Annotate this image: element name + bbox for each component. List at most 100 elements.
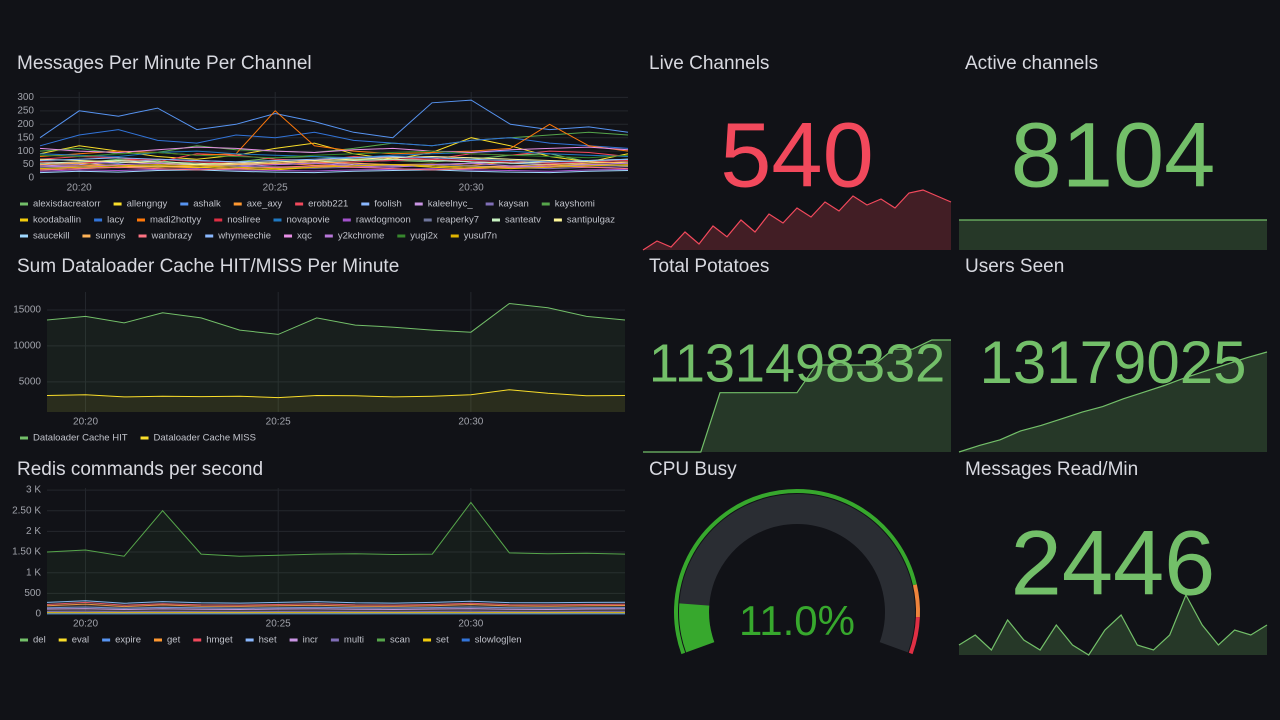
panel-title: Redis commands per second	[17, 459, 263, 480]
series-line	[39, 129, 629, 149]
y-tick-label: 10000	[13, 341, 41, 352]
legend-label: madi2hottyy	[150, 215, 201, 226]
y-tick-label: 15000	[13, 305, 41, 316]
series-area	[47, 303, 625, 412]
legend-label: rawdogmoon	[356, 215, 411, 226]
panel-title: Sum Dataloader Cache HIT/MISS Per Minute	[17, 256, 399, 277]
y-tick-label: 3 K	[26, 485, 41, 496]
x-tick-label: 20:30	[458, 417, 483, 428]
series-line	[39, 155, 629, 163]
panel-title: Messages Per Minute Per Channel	[17, 53, 312, 74]
stat-value: 2446	[1011, 512, 1216, 614]
gauge-threshold	[674, 489, 917, 655]
y-tick-label: 100	[17, 146, 34, 157]
series-line	[39, 150, 629, 159]
series-line	[46, 606, 626, 609]
legend-label: kaysan	[499, 199, 529, 210]
legend-label: allengngy	[127, 199, 168, 210]
y-tick-label: 2 K	[26, 526, 41, 537]
series-area	[47, 502, 625, 614]
legend-label: kayshomi	[555, 199, 595, 210]
series-line	[39, 161, 629, 168]
legend-label: yusuf7n	[464, 231, 497, 242]
series-line	[46, 302, 626, 335]
legend-label: scan	[390, 635, 410, 646]
series-area	[47, 600, 625, 614]
legend-label: ashalk	[193, 199, 221, 210]
legend-label: multi	[344, 635, 364, 646]
legend-label: xqc	[297, 231, 312, 242]
series-line	[39, 110, 629, 157]
y-tick-label: 0	[35, 609, 41, 620]
y-tick-label: 300	[17, 92, 34, 103]
sparkline-area	[643, 340, 951, 452]
y-tick-label: 0	[28, 173, 34, 184]
x-tick-label: 20:20	[73, 619, 98, 630]
legend-label: koodaballin	[33, 215, 81, 226]
legend-label: expire	[115, 635, 141, 646]
stat-value: 1131498332	[649, 333, 945, 393]
x-tick-label: 20:30	[459, 183, 484, 194]
x-tick-label: 20:25	[266, 417, 291, 428]
panel-title: Total Potatoes	[649, 256, 769, 277]
legend-label: Dataloader Cache HIT	[33, 433, 128, 444]
legend-label: santeatv	[505, 215, 541, 226]
panel-title: Live Channels	[649, 53, 769, 74]
y-tick-label: 250	[17, 105, 34, 116]
legend-label: alexisdacreatorr	[33, 199, 101, 210]
series-line	[39, 168, 629, 172]
series-line	[39, 150, 629, 159]
legend-label: whymeechie	[217, 231, 271, 242]
y-tick-label: 1 K	[26, 567, 41, 578]
legend-label: novapovie	[287, 215, 330, 226]
x-tick-label: 20:25	[266, 619, 291, 630]
series-line	[46, 603, 626, 608]
stat-value: 540	[720, 104, 874, 206]
sparkline	[958, 351, 1268, 453]
gauge-threshold	[908, 616, 920, 655]
stat-value: 13179025	[980, 329, 1247, 396]
gauge-value-label: 11.0%	[739, 597, 855, 644]
legend-label: santipulgaz	[567, 215, 615, 226]
legend-label: kaleelnyc_	[428, 199, 474, 210]
series-line	[39, 99, 629, 139]
sparkline	[642, 189, 952, 251]
gauge-threshold	[912, 584, 920, 618]
x-tick-label: 20:20	[73, 417, 98, 428]
series-line	[39, 162, 629, 168]
legend-label: yugi2x	[410, 231, 438, 242]
panel-title: Active channels	[965, 53, 1098, 74]
y-tick-label: 1.50 K	[12, 547, 41, 558]
legend-label: y2kchrome	[338, 231, 384, 242]
legend-label: lacy	[107, 215, 124, 226]
legend-label: Dataloader Cache MISS	[154, 433, 256, 444]
legend-label: del	[33, 635, 46, 646]
series-area	[47, 389, 625, 412]
y-tick-label: 200	[17, 119, 34, 130]
legend-label: incr	[303, 635, 318, 646]
series-line	[46, 389, 626, 399]
legend-label: set	[436, 635, 449, 646]
series-line	[46, 600, 626, 604]
series-line	[39, 169, 629, 174]
panel-title: Users Seen	[965, 256, 1064, 277]
series-line	[46, 608, 626, 611]
legend-label: wanbrazy	[151, 231, 193, 242]
legend-label: nosliree	[227, 215, 260, 226]
legend-label: hmget	[206, 635, 233, 646]
legend-label: slowlog|len	[475, 635, 522, 646]
gauge-value	[679, 603, 715, 653]
gauge-track	[679, 494, 915, 653]
sparkline	[958, 593, 1268, 656]
stat-value: 8104	[1011, 104, 1216, 206]
legend-label: eval	[72, 635, 89, 646]
y-tick-label: 150	[17, 132, 34, 143]
series-line	[39, 155, 629, 166]
y-tick-label: 500	[24, 588, 41, 599]
legend-label: erobb221	[308, 199, 348, 210]
legend-label: sunnys	[95, 231, 125, 242]
sparkline-area	[959, 220, 1267, 250]
series-line	[39, 158, 629, 166]
